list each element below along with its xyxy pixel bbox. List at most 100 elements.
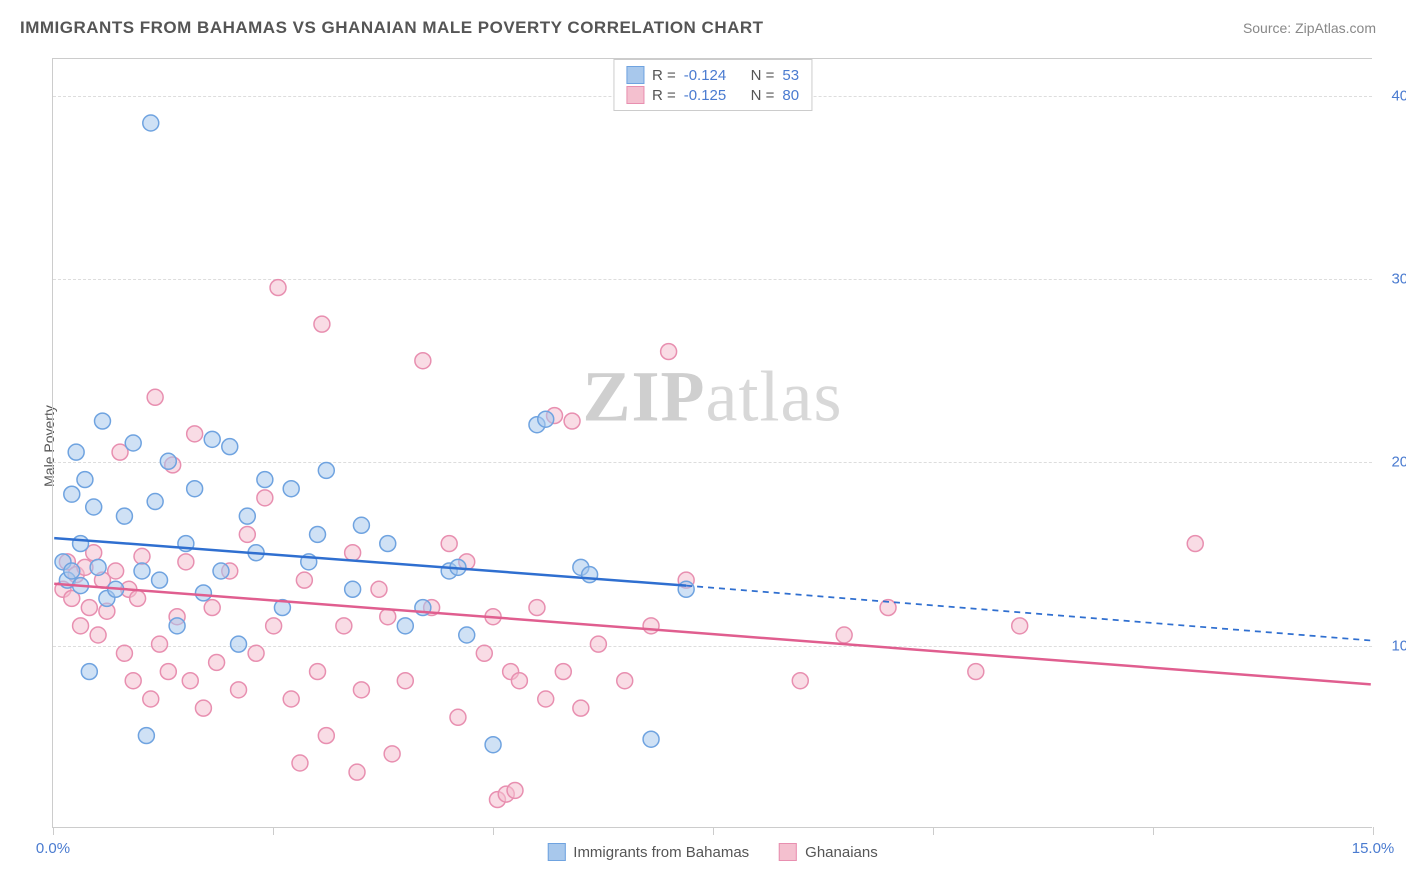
x-tick bbox=[933, 827, 934, 835]
data-point bbox=[384, 746, 400, 762]
data-point bbox=[138, 728, 154, 744]
chart-svg bbox=[53, 59, 1372, 827]
data-point bbox=[678, 581, 694, 597]
data-point bbox=[187, 481, 203, 497]
data-point bbox=[147, 494, 163, 510]
data-point bbox=[239, 526, 255, 542]
data-point bbox=[134, 548, 150, 564]
data-point bbox=[314, 316, 330, 332]
data-point bbox=[353, 682, 369, 698]
data-point bbox=[239, 508, 255, 524]
source-attribution: Source: ZipAtlas.com bbox=[1243, 20, 1376, 36]
data-point bbox=[64, 486, 80, 502]
data-point bbox=[143, 691, 159, 707]
data-point bbox=[90, 559, 106, 575]
data-point bbox=[231, 636, 247, 652]
chart-title: IMMIGRANTS FROM BAHAMAS VS GHANAIAN MALE… bbox=[20, 18, 764, 38]
data-point bbox=[538, 691, 554, 707]
data-point bbox=[81, 664, 97, 680]
data-point bbox=[125, 673, 141, 689]
data-point bbox=[485, 737, 501, 753]
data-point bbox=[380, 609, 396, 625]
x-tick bbox=[53, 827, 54, 835]
n-label: N = bbox=[751, 87, 775, 104]
n-value-bahamas: 53 bbox=[782, 67, 799, 84]
data-point bbox=[538, 411, 554, 427]
data-point bbox=[349, 764, 365, 780]
data-point bbox=[209, 654, 225, 670]
data-point bbox=[555, 664, 571, 680]
series-label-ghanaians: Ghanaians bbox=[805, 844, 878, 861]
data-point bbox=[222, 439, 238, 455]
swatch-ghanaians-bottom bbox=[779, 843, 797, 861]
x-tick bbox=[1153, 827, 1154, 835]
data-point bbox=[353, 517, 369, 533]
legend-item-ghanaians: Ghanaians bbox=[779, 843, 878, 861]
data-point bbox=[296, 572, 312, 588]
data-point bbox=[64, 563, 80, 579]
data-point bbox=[134, 563, 150, 579]
legend-correlation: R = -0.124 N = 53 R = -0.125 N = 80 bbox=[613, 59, 812, 111]
data-point bbox=[152, 636, 168, 652]
data-point bbox=[792, 673, 808, 689]
data-point bbox=[511, 673, 527, 689]
data-point bbox=[336, 618, 352, 634]
data-point bbox=[459, 627, 475, 643]
data-point bbox=[266, 618, 282, 634]
n-label: N = bbox=[751, 67, 775, 84]
data-point bbox=[73, 536, 89, 552]
data-point bbox=[441, 536, 457, 552]
data-point bbox=[968, 664, 984, 680]
r-label: R = bbox=[652, 67, 676, 84]
data-point bbox=[231, 682, 247, 698]
data-point bbox=[116, 645, 132, 661]
swatch-bahamas-bottom bbox=[547, 843, 565, 861]
y-tick-label: 10.0% bbox=[1391, 637, 1406, 654]
data-point bbox=[270, 280, 286, 296]
data-point bbox=[248, 645, 264, 661]
data-point bbox=[187, 426, 203, 442]
data-point bbox=[77, 472, 93, 488]
data-point bbox=[195, 700, 211, 716]
data-point bbox=[143, 115, 159, 131]
r-value-ghanaians: -0.125 bbox=[684, 87, 727, 104]
data-point bbox=[529, 600, 545, 616]
data-point bbox=[116, 508, 132, 524]
legend-row-ghanaians: R = -0.125 N = 80 bbox=[626, 86, 799, 104]
legend-row-bahamas: R = -0.124 N = 53 bbox=[626, 66, 799, 84]
data-point bbox=[86, 499, 102, 515]
data-point bbox=[345, 545, 361, 561]
data-point bbox=[257, 472, 273, 488]
data-point bbox=[310, 526, 326, 542]
data-point bbox=[397, 618, 413, 634]
legend-series: Immigrants from Bahamas Ghanaians bbox=[537, 843, 887, 861]
data-point bbox=[147, 389, 163, 405]
data-point bbox=[836, 627, 852, 643]
data-point bbox=[318, 462, 334, 478]
x-tick bbox=[713, 827, 714, 835]
data-point bbox=[661, 344, 677, 360]
data-point bbox=[178, 554, 194, 570]
data-point bbox=[397, 673, 413, 689]
data-point bbox=[73, 618, 89, 634]
x-tick bbox=[493, 827, 494, 835]
data-point bbox=[68, 444, 84, 460]
data-point bbox=[160, 453, 176, 469]
trend-line-extrapolated bbox=[686, 586, 1371, 641]
data-point bbox=[213, 563, 229, 579]
data-point bbox=[643, 731, 659, 747]
data-point bbox=[617, 673, 633, 689]
data-point bbox=[81, 600, 97, 616]
data-point bbox=[1187, 536, 1203, 552]
data-point bbox=[450, 709, 466, 725]
data-point bbox=[204, 600, 220, 616]
data-point bbox=[507, 782, 523, 798]
data-point bbox=[283, 691, 299, 707]
data-point bbox=[590, 636, 606, 652]
trend-line bbox=[54, 538, 686, 586]
data-point bbox=[415, 353, 431, 369]
x-tick-label: 15.0% bbox=[1352, 840, 1395, 857]
data-point bbox=[564, 413, 580, 429]
data-point bbox=[573, 700, 589, 716]
data-point bbox=[582, 567, 598, 583]
